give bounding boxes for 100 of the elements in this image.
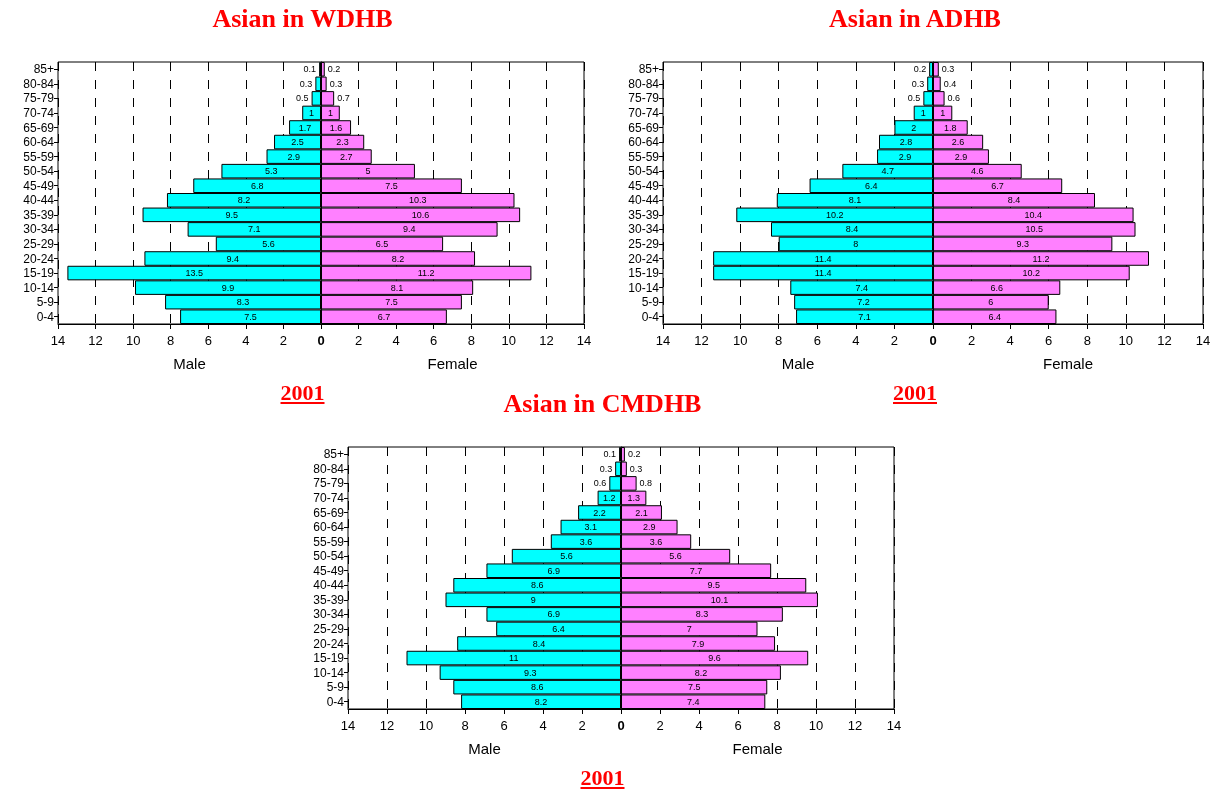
y-tick-label: 75-79 <box>628 91 660 106</box>
x-tick-label: 8 <box>775 333 783 348</box>
x-tick-label: 4 <box>242 333 250 348</box>
data-label: 0.6 <box>593 478 607 489</box>
data-label: 9.4 <box>402 224 416 235</box>
data-label: 5.6 <box>668 551 682 562</box>
data-label: 1 <box>920 107 926 118</box>
y-tick-label: 70-74 <box>628 105 660 120</box>
data-label: 11.2 <box>1032 253 1050 264</box>
data-label: 6.8 <box>250 180 264 191</box>
y-tick-label: 15-19 <box>23 266 55 281</box>
data-label: 1 <box>327 107 333 118</box>
y-tick-label: 85+ <box>323 447 344 462</box>
data-label: 2.9 <box>287 151 301 162</box>
data-label: 5.6 <box>262 238 275 249</box>
data-label: 8.2 <box>237 195 251 206</box>
data-label: 0.3 <box>629 463 642 474</box>
data-label: 0.3 <box>599 463 613 474</box>
text: 2001 <box>280 380 325 405</box>
x-tick-label: 2 <box>967 333 976 348</box>
x-tick-label: 14 <box>655 333 671 348</box>
data-label: 0.3 <box>299 78 313 89</box>
data-label: 8.4 <box>845 224 859 235</box>
data-label: 0.3 <box>329 78 342 89</box>
x-tick-label: 10 <box>808 718 823 733</box>
data-label: 10.5 <box>1025 224 1044 235</box>
y-tick-label: 35-39 <box>23 207 55 222</box>
data-label: 8.1 <box>390 282 403 293</box>
data-label: 1.2 <box>603 492 616 503</box>
data-label: 9.3 <box>524 667 537 678</box>
x-tick-label: 2 <box>655 718 664 733</box>
data-label: 6.5 <box>375 238 388 249</box>
y-tick-label: 40-44 <box>313 578 345 593</box>
y-tick-label: 10-14 <box>628 280 660 295</box>
data-label: 0.3 <box>941 64 955 75</box>
data-label: 8.4 <box>532 638 546 649</box>
x-tick-label: 12 <box>538 333 554 348</box>
data-label: 0.1 <box>303 64 317 75</box>
y-tick-label: 25-29 <box>23 236 55 251</box>
x-tick-label: 2 <box>354 333 362 348</box>
data-label: 0.2 <box>913 64 927 75</box>
data-label: 0.3 <box>911 78 925 89</box>
x-tick-label: 0 <box>929 333 937 348</box>
y-tick-label: 5-9 <box>641 295 660 310</box>
x-tick-label: 8 <box>1083 333 1091 348</box>
data-label: 7 <box>686 623 692 634</box>
data-label: 0.2 <box>327 64 340 75</box>
data-label: 7.1 <box>248 224 261 235</box>
x-tick-label: 14 <box>576 333 591 348</box>
data-label: 8.1 <box>848 195 862 206</box>
x-axis-title: Female <box>731 740 783 757</box>
data-label: 10.3 <box>408 195 427 206</box>
data-label: 8 <box>853 238 859 249</box>
data-label: 9.5 <box>706 580 720 591</box>
y-tick-label: 80-84 <box>628 76 660 91</box>
x-tick-label: 4 <box>392 333 400 348</box>
data-label: 0.2 <box>627 449 640 460</box>
x-tick-label: 12 <box>88 333 103 348</box>
x-tick-label: 4 <box>694 718 703 733</box>
y-tick-label: 20-24 <box>628 251 660 266</box>
data-label: 8.3 <box>236 297 250 308</box>
x-tick-label: 4 <box>1006 333 1014 348</box>
data-label: 10.2 <box>1022 268 1041 279</box>
y-tick-label: 80-84 <box>23 76 55 91</box>
x-axis-title: Male <box>468 740 501 757</box>
data-label: 6.9 <box>547 609 560 620</box>
y-tick-label: 75-79 <box>313 476 345 491</box>
data-label: 2.1 <box>634 507 648 518</box>
y-tick-label: 45-49 <box>313 563 345 578</box>
x-tick-label: 12 <box>1157 333 1172 348</box>
data-label: 7.9 <box>691 638 704 649</box>
data-label: 7.4 <box>686 696 699 707</box>
data-label: 0.1 <box>603 449 617 460</box>
x-tick-label: 14 <box>50 333 66 348</box>
data-label: 3.6 <box>579 536 593 547</box>
data-label: 0.5 <box>296 93 309 104</box>
x-tick-label: 6 <box>733 718 742 733</box>
data-label: 8.2 <box>391 253 404 264</box>
data-label: 8.4 <box>1007 195 1021 206</box>
data-label: 5.6 <box>560 551 573 562</box>
data-label: 8.2 <box>694 667 707 678</box>
y-tick-label: 5-9 <box>326 680 345 695</box>
data-label: 6.7 <box>377 311 390 322</box>
y-tick-label: 30-34 <box>313 607 345 622</box>
y-tick-label: 15-19 <box>313 651 345 666</box>
chart-title: Asian in CMDHB <box>503 389 702 418</box>
y-tick-label: 60-64 <box>313 520 345 535</box>
data-label: 1 <box>940 107 946 118</box>
data-label: 6.7 <box>991 180 1004 191</box>
x-tick-label: 0 <box>317 333 325 348</box>
x-tick-label: 10 <box>1118 333 1134 348</box>
data-label: 0.4 <box>943 78 957 89</box>
y-tick-label: 15-19 <box>628 266 660 281</box>
y-tick-label: 10-14 <box>313 665 345 680</box>
data-label: 3.6 <box>649 536 662 547</box>
data-label: 7.2 <box>857 297 870 308</box>
y-tick-label: 55-59 <box>628 149 660 164</box>
y-tick-label: 80-84 <box>313 461 345 476</box>
data-label: 10.2 <box>825 209 844 220</box>
data-label: 10.6 <box>411 209 429 220</box>
